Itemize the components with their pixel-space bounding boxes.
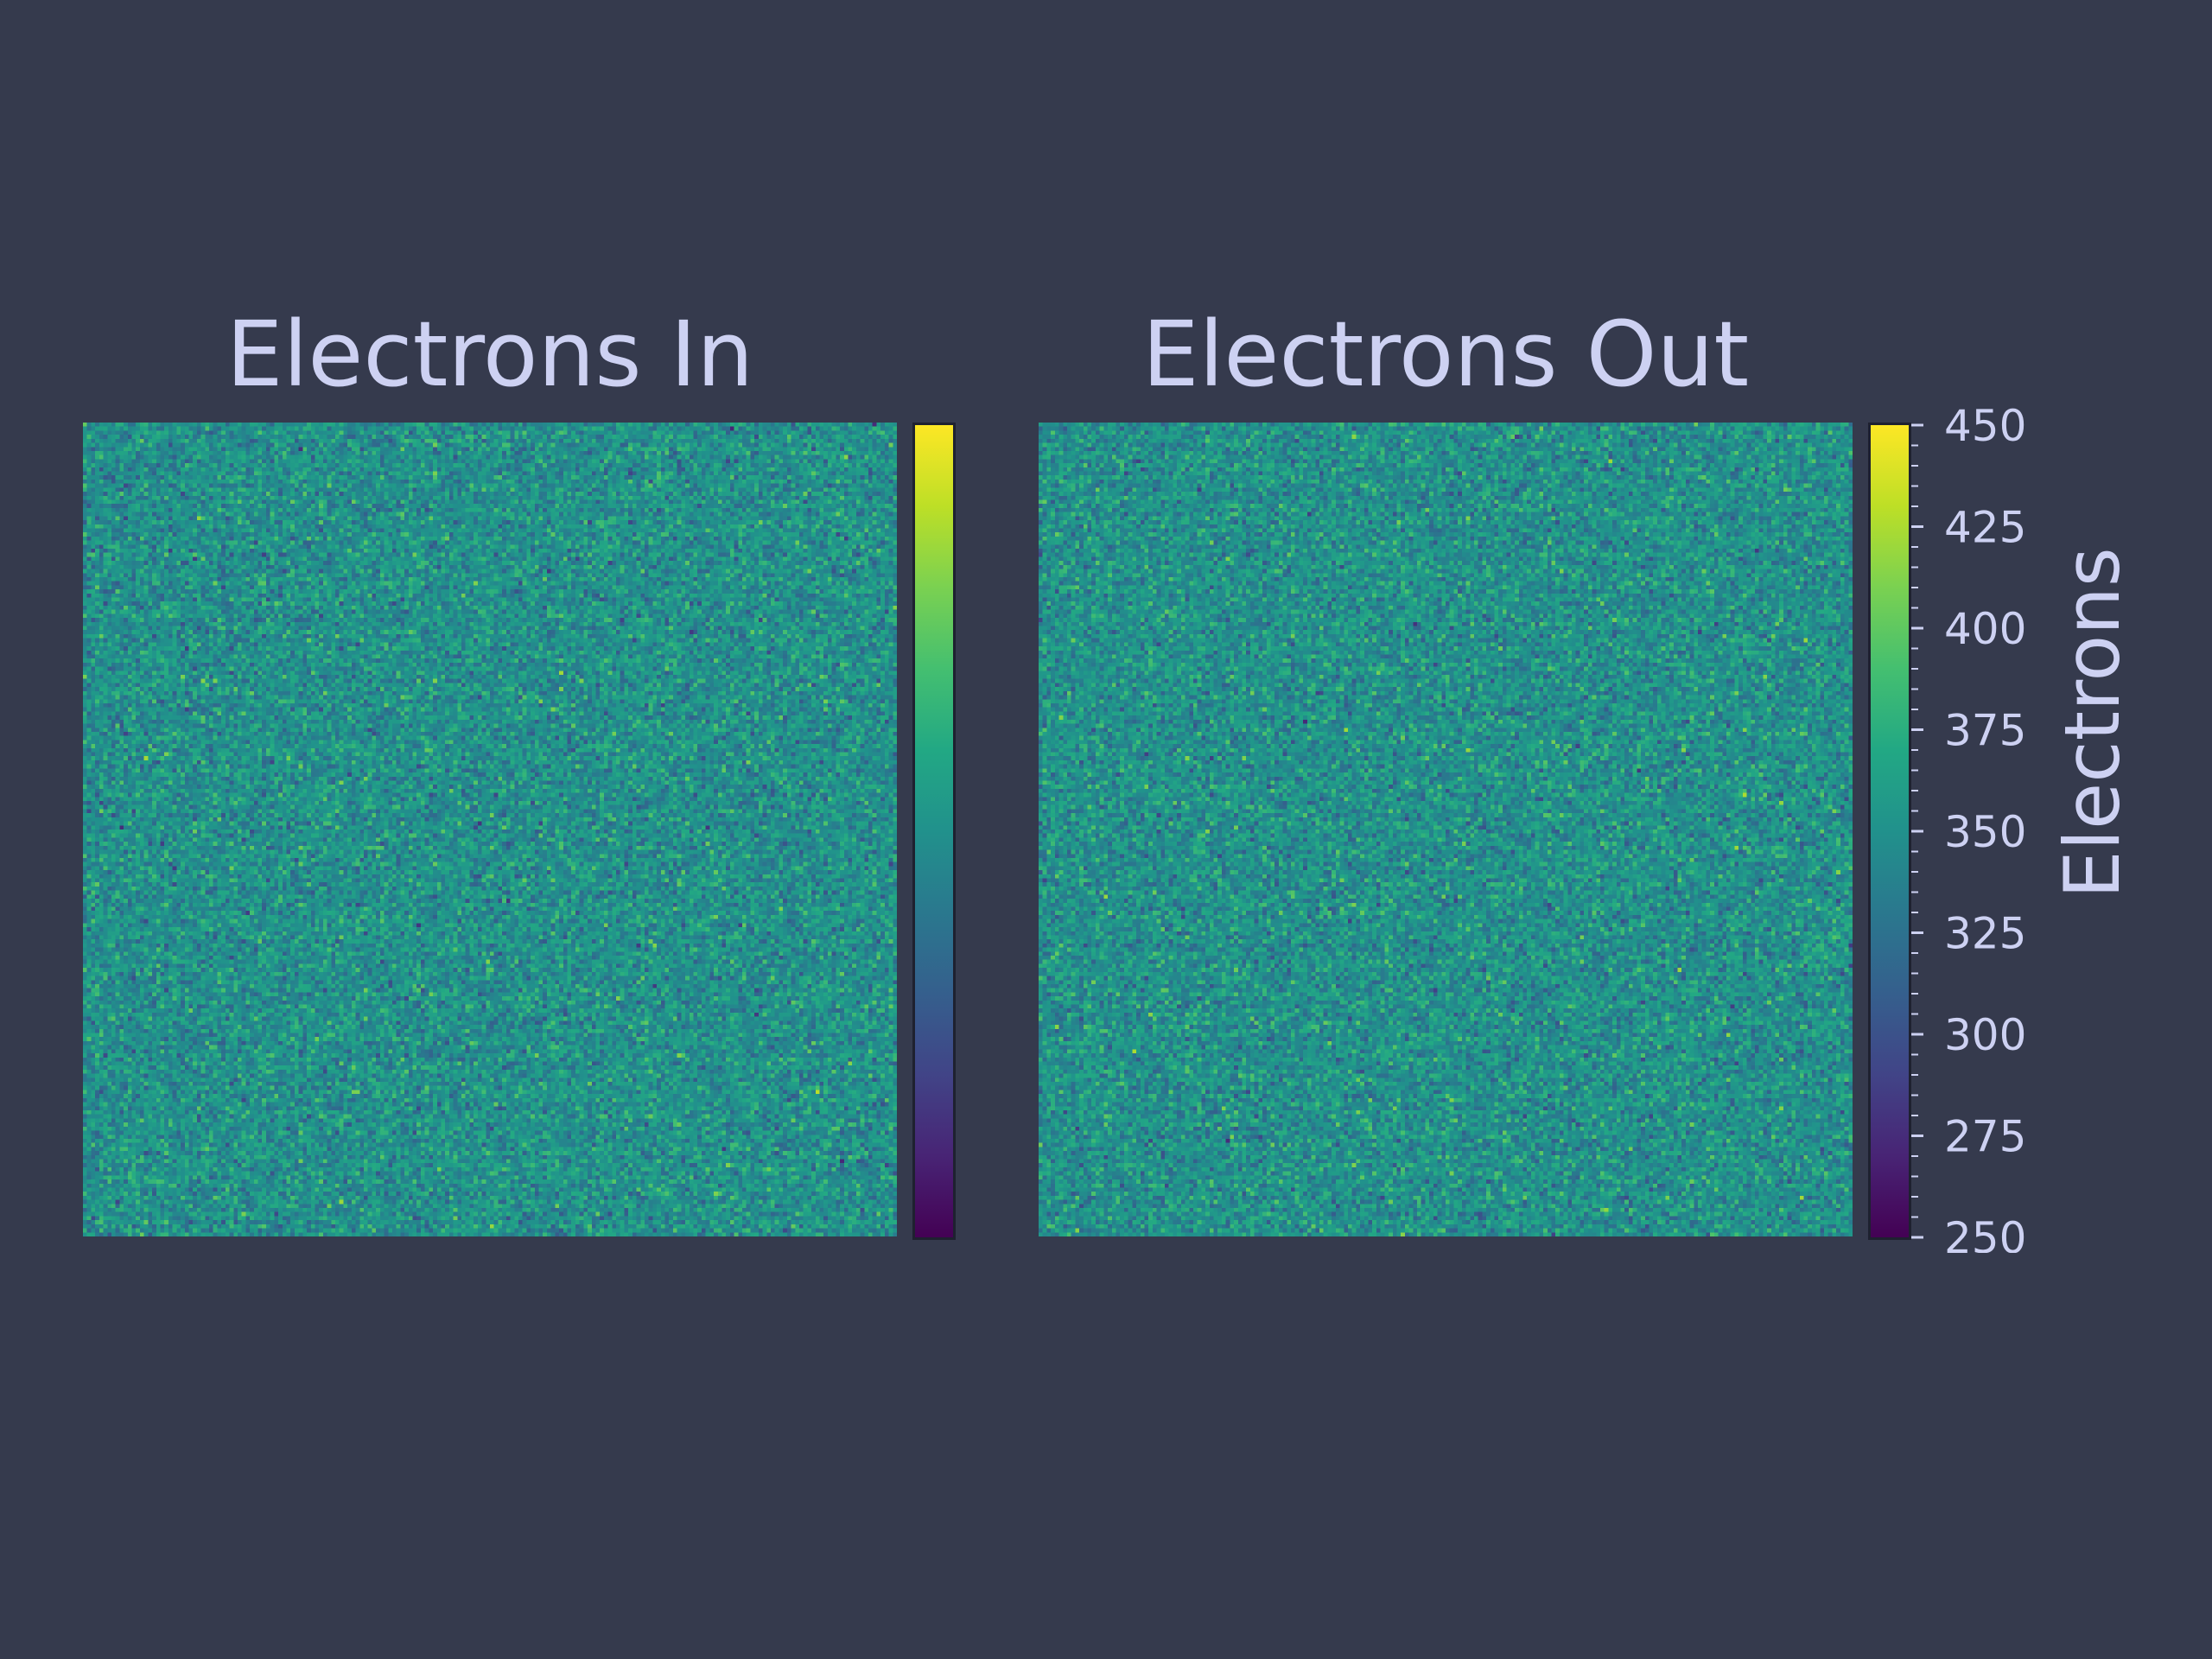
colorbar-label: Electrons: [2024, 547, 2162, 899]
colorbar-tick-label: 325: [1944, 909, 2026, 959]
heatmap-electrons-in: [83, 423, 897, 1236]
colorbar-tick-label: 250: [1944, 1213, 2026, 1253]
panel-title-electrons-in: Electrons In: [226, 302, 754, 407]
panel-title-electrons-out: Electrons Out: [1141, 302, 1750, 407]
colorbar-tick-label: 275: [1944, 1112, 2026, 1162]
colorbar-tick-label: 450: [1944, 406, 2026, 451]
colorbar-electrons-out: [1868, 423, 1911, 1240]
colorbar-tick-label: 425: [1944, 503, 2026, 553]
colorbar-tick-label: 375: [1944, 706, 2026, 756]
heatmap-electrons-out: [1039, 423, 1853, 1236]
colorbar-electrons-in: [912, 423, 956, 1240]
colorbar-tick-label: 400: [1944, 604, 2026, 654]
colorbar-label-text: Electrons: [2048, 547, 2137, 899]
colorbar-tick-label: 350: [1944, 807, 2026, 857]
colorbar-tick-label: 300: [1944, 1010, 2026, 1060]
colorbar-axis: 250 275 300 325 350 375 400 425 450: [1911, 406, 2026, 1253]
